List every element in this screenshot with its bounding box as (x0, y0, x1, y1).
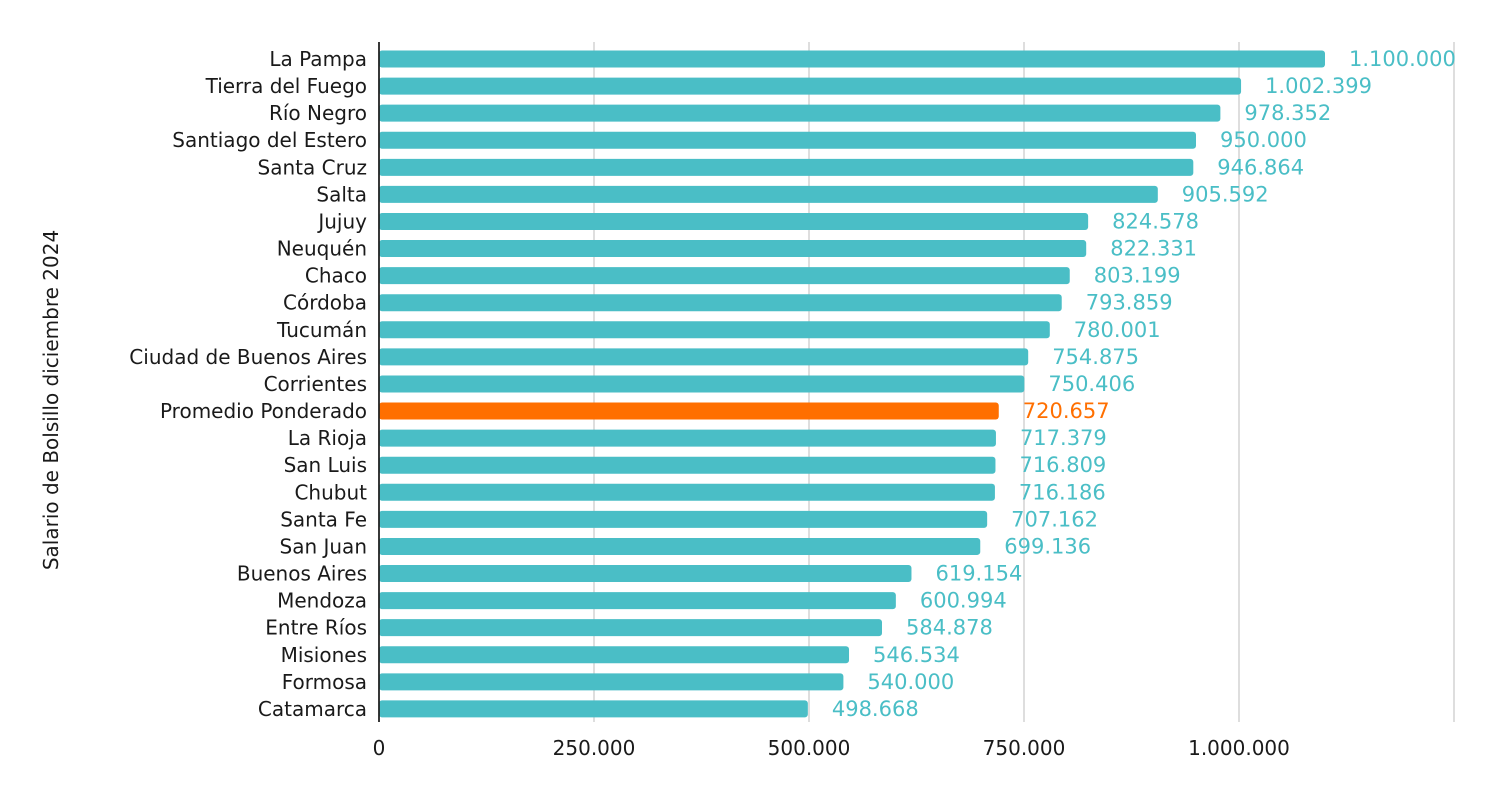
category-label: San Juan (280, 534, 368, 558)
value-label: 793.859 (1086, 291, 1173, 315)
bar (379, 348, 1029, 366)
value-label: 540.000 (867, 670, 954, 694)
axes: 0 250.000 500.000 750.000 1.000.000 (373, 42, 1290, 760)
value-label: 1.100.000 (1349, 47, 1456, 71)
value-label: 546.534 (873, 643, 960, 667)
category-label: Tucumán (276, 318, 367, 342)
bar (379, 510, 988, 528)
category-label: San Luis (284, 453, 367, 477)
x-tick-label: 0 (373, 736, 386, 760)
x-tick-label: 250.000 (553, 736, 636, 760)
bar (379, 375, 1025, 393)
category-label: Mendoza (277, 589, 367, 613)
bar (379, 673, 844, 691)
value-label: 803.199 (1094, 264, 1181, 288)
value-label: 780.001 (1074, 318, 1161, 342)
category-label: La Rioja (288, 426, 367, 450)
category-label: Santa Fe (280, 507, 367, 531)
category-label: Formosa (282, 670, 367, 694)
value-label: 584.878 (906, 616, 993, 640)
x-tick-label: 500.000 (768, 736, 851, 760)
bar (379, 77, 1242, 95)
value-label: 720.657 (1023, 399, 1110, 423)
bar (379, 456, 996, 474)
bar (379, 700, 808, 718)
bar (379, 131, 1196, 149)
category-label: Neuquén (277, 237, 367, 261)
bar (379, 212, 1089, 230)
category-label: Río Negro (269, 101, 367, 125)
category-label: Ciudad de Buenos Aires (129, 345, 367, 369)
value-label: 619.154 (935, 562, 1022, 586)
category-label: Jujuy (316, 209, 367, 233)
value-label: 754.875 (1052, 345, 1139, 369)
bar (379, 646, 850, 664)
bar-highlight (379, 402, 999, 420)
bar (379, 429, 996, 447)
x-tick-label: 750.000 (983, 736, 1066, 760)
category-label: Córdoba (283, 291, 367, 315)
bar (379, 592, 896, 610)
category-label: Misiones (281, 643, 367, 667)
category-label: Buenos Aires (237, 562, 367, 586)
bar (379, 565, 912, 583)
value-label: 699.136 (1004, 534, 1091, 558)
bar (379, 50, 1325, 68)
value-label: 716.809 (1019, 453, 1106, 477)
value-label: 707.162 (1011, 507, 1098, 531)
bar (379, 619, 882, 637)
category-label: Entre Ríos (265, 616, 367, 640)
category-label: Salta (316, 182, 367, 206)
bar (379, 267, 1070, 285)
value-label: 946.864 (1217, 155, 1304, 179)
value-label: 824.578 (1112, 209, 1199, 233)
category-label: La Pampa (269, 47, 367, 71)
value-label: 498.668 (832, 697, 919, 721)
category-label: Tierra del Fuego (205, 74, 367, 98)
value-label: 1.002.399 (1265, 74, 1372, 98)
bar (379, 158, 1194, 176)
category-label: Santa Cruz (258, 155, 367, 179)
category-label: Promedio Ponderado (160, 399, 367, 423)
category-label: Chubut (294, 480, 367, 504)
value-label: 950.000 (1220, 128, 1307, 152)
y-axis-label: Salario de Bolsillo diciembre 2024 (39, 230, 63, 570)
bar (379, 104, 1221, 122)
value-label: 750.406 (1048, 372, 1135, 396)
value-label: 978.352 (1244, 101, 1331, 125)
value-label: 716.186 (1019, 480, 1106, 504)
bar (379, 537, 981, 555)
category-label: Corrientes (264, 372, 367, 396)
bar (379, 321, 1050, 339)
category-label: Chaco (305, 264, 367, 288)
value-label: 822.331 (1110, 237, 1197, 261)
value-label: 600.994 (920, 589, 1007, 613)
bar (379, 483, 995, 501)
x-tick-label: 1.000.000 (1188, 736, 1290, 760)
category-label: Santiago del Estero (172, 128, 367, 152)
bars: La Pampa 1.100.000 Tierra del Fuego 1.002.3… (129, 47, 1456, 721)
category-label: Catamarca (258, 697, 367, 721)
bar (379, 185, 1158, 203)
value-label: 717.379 (1020, 426, 1107, 450)
bar (379, 294, 1062, 312)
bar (379, 240, 1087, 258)
value-label: 905.592 (1182, 182, 1269, 206)
